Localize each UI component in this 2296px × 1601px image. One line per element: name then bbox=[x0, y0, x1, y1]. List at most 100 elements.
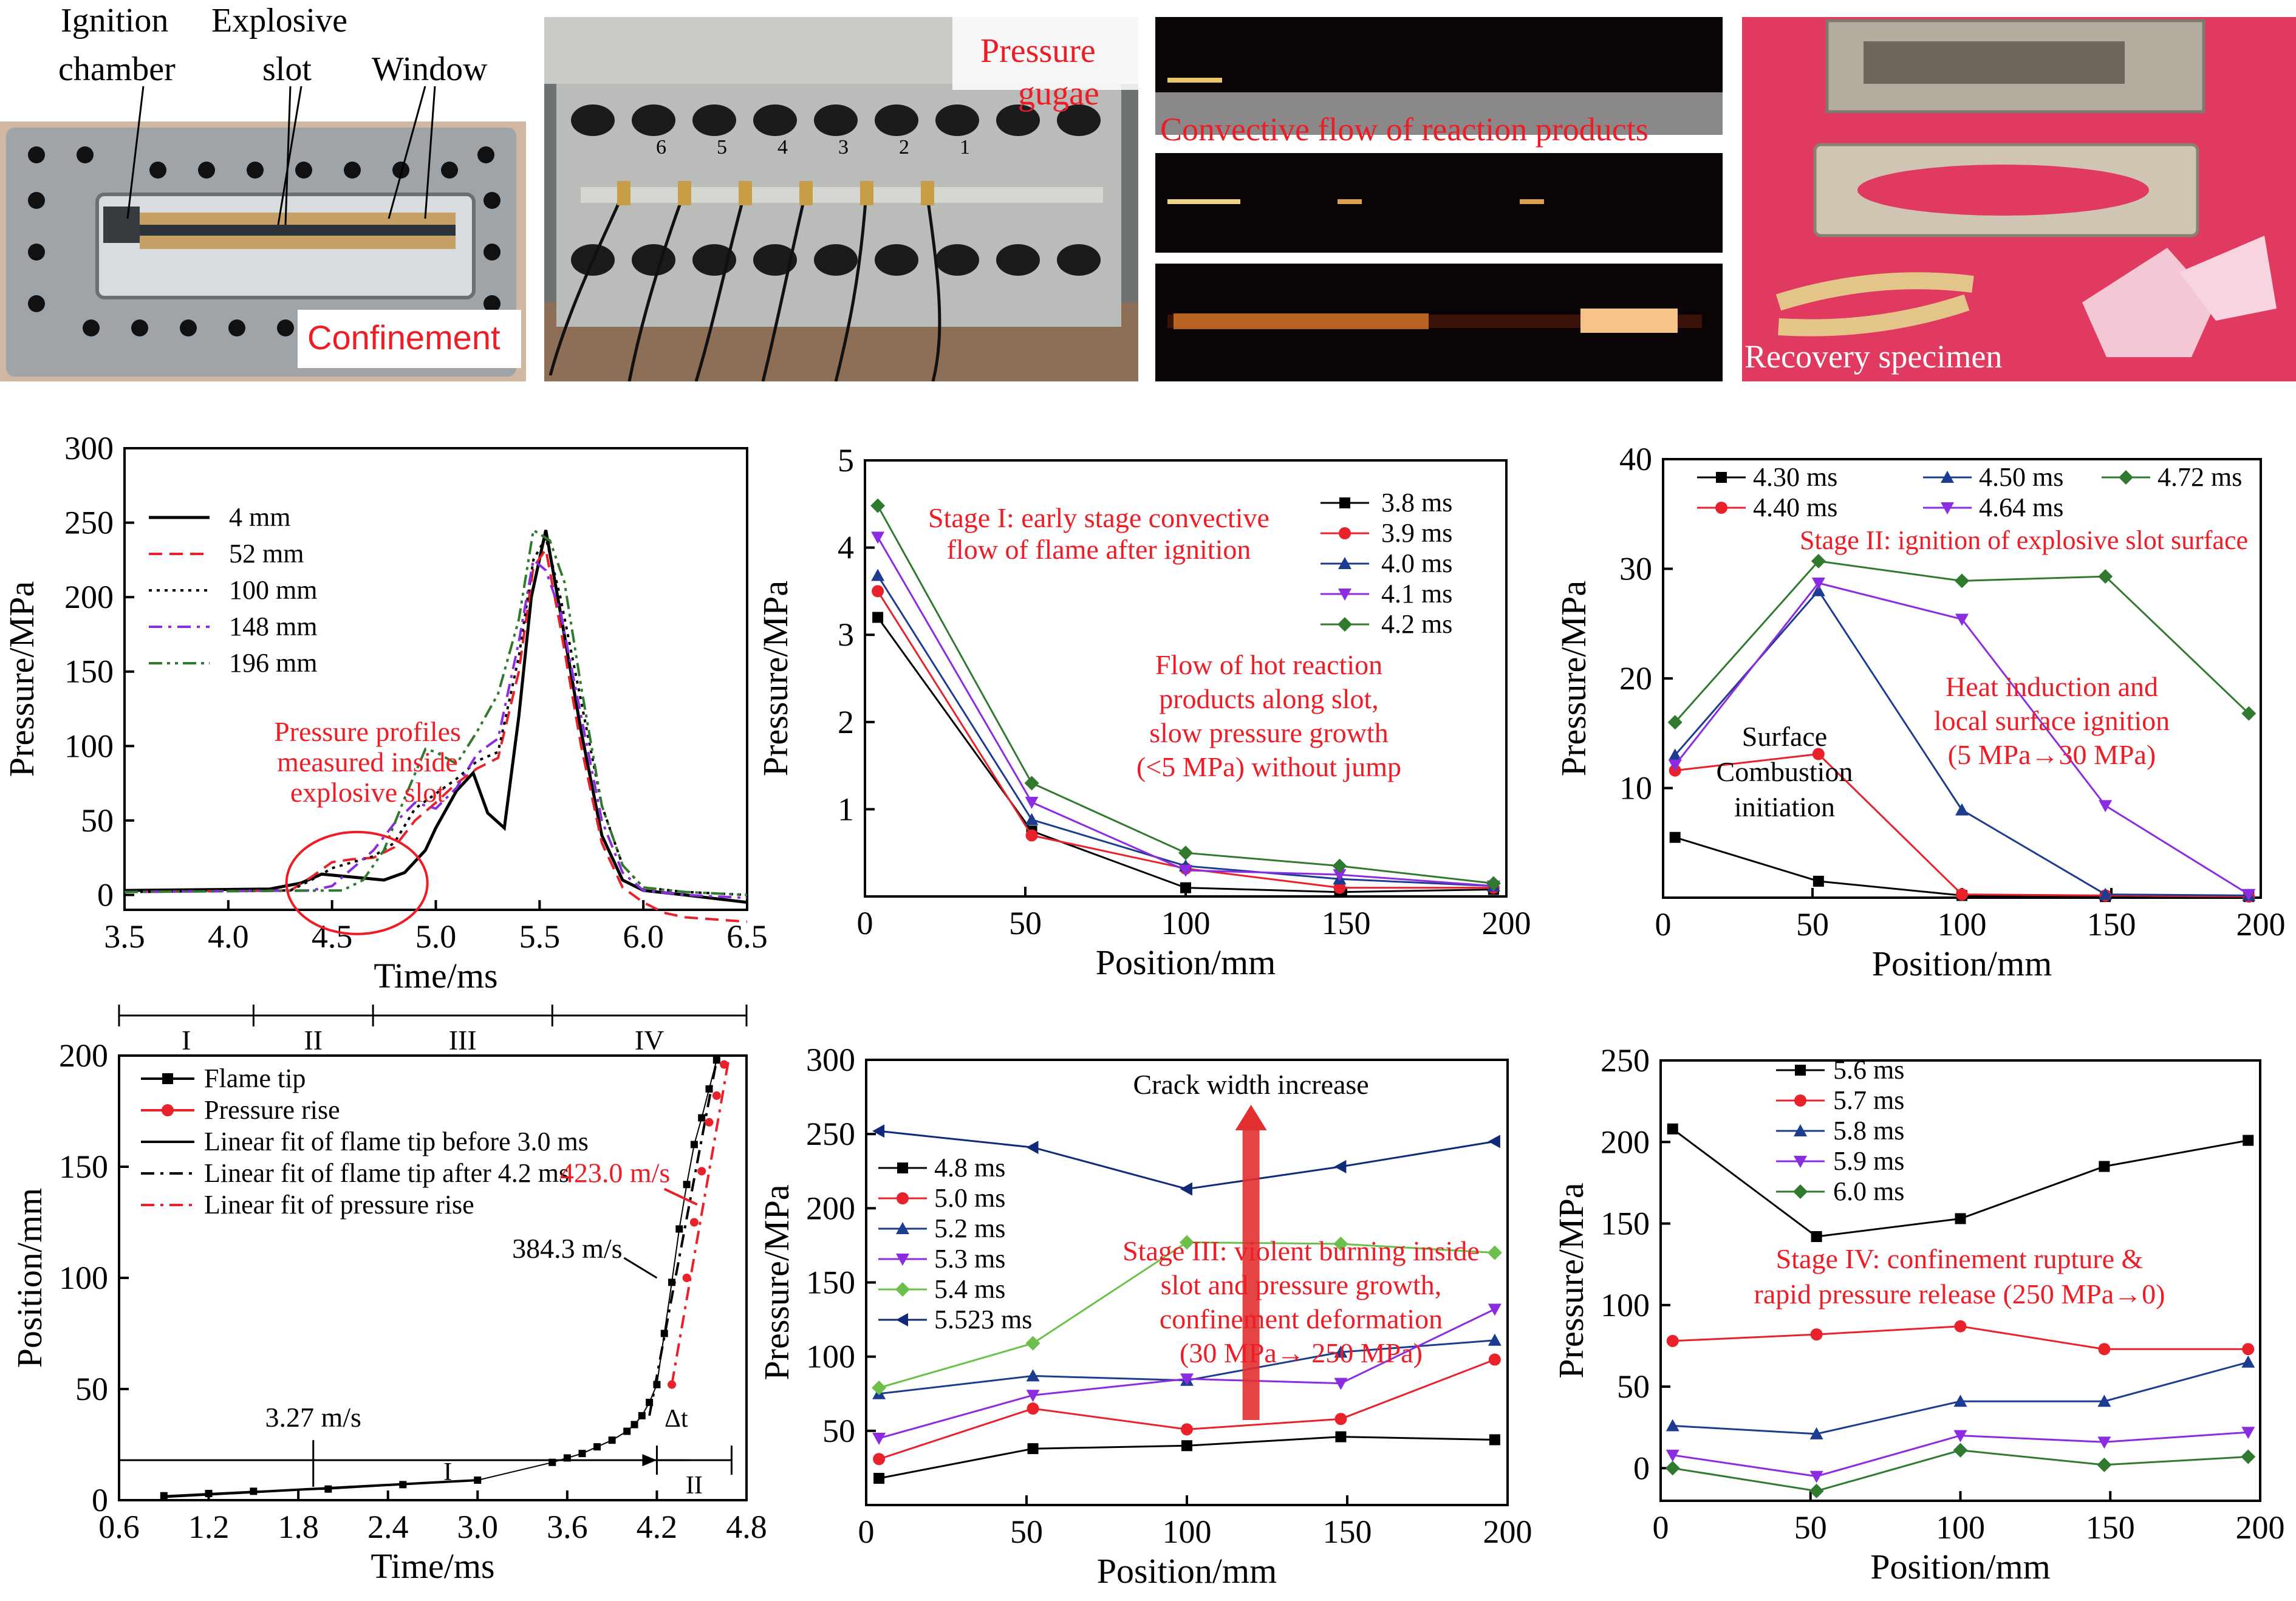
chart-4-annotation: 384.3 m/s bbox=[512, 1233, 622, 1264]
chart-3-legend-marker bbox=[2119, 470, 2133, 485]
chart-3-point bbox=[1811, 577, 1825, 590]
chart-5-point bbox=[1488, 1303, 1502, 1316]
chart-3-xtick-label: 200 bbox=[2236, 906, 2286, 943]
chart-4-annotation: II bbox=[686, 1472, 703, 1500]
chart-6-annotation: Stage IV: confinement rupture & bbox=[1776, 1243, 2144, 1274]
chart-4-point bbox=[399, 1481, 407, 1489]
chart-1-series-line bbox=[124, 528, 748, 896]
chart-1-frame bbox=[123, 447, 748, 911]
chart-5-ytick-label: 100 bbox=[806, 1339, 855, 1375]
chart-1-xtick-label: 6.5 bbox=[726, 918, 768, 955]
chart-1-ytick-label: 50 bbox=[81, 802, 114, 839]
chart-5-point bbox=[1334, 1377, 1348, 1390]
chart-1-xtick-label: 4.5 bbox=[312, 918, 353, 955]
chart-3-point bbox=[1667, 715, 1683, 730]
chart-6-legend-marker bbox=[1793, 1184, 1808, 1199]
chart-3-ylabel: Pressure/MPa bbox=[1554, 581, 1593, 776]
chart-5-point bbox=[1180, 1235, 1194, 1250]
chart-4-point bbox=[593, 1443, 601, 1451]
chart-1-legend-label: 148 mm bbox=[229, 612, 317, 641]
chart-5-point bbox=[1025, 1336, 1040, 1351]
chart-4-point bbox=[630, 1421, 638, 1429]
chart-6-point bbox=[1953, 1430, 1967, 1442]
chart-4-ytick-label: 150 bbox=[59, 1149, 108, 1185]
chart-1-xtick-label: 4.0 bbox=[208, 918, 249, 955]
chart-2-annotation: Flow of hot reaction bbox=[1155, 649, 1382, 680]
chart-4-annotation: I bbox=[443, 1458, 452, 1486]
chart-2-legend-marker bbox=[1338, 617, 1352, 632]
chart-2-legend-label: 4.1 ms bbox=[1381, 579, 1452, 609]
chart-3-point bbox=[1668, 748, 1682, 761]
chart-4-point bbox=[660, 1330, 668, 1337]
chart-5-legend-label: 5.4 ms bbox=[934, 1274, 1005, 1304]
chart-6-ytick-label: 0 bbox=[1633, 1450, 1650, 1486]
chart-5-legend-label: 5.0 ms bbox=[934, 1183, 1005, 1213]
chart-6-legend-label: 6.0 ms bbox=[1833, 1176, 1904, 1206]
chart-5-point bbox=[873, 1473, 885, 1484]
chart-1-ytick-label: 0 bbox=[97, 876, 114, 913]
gauge-num-6: 6 bbox=[656, 136, 666, 159]
chart-5-annotation: Crack width increase bbox=[1133, 1069, 1368, 1100]
chart-5-xtick-label: 0 bbox=[858, 1514, 875, 1550]
chart-5-point bbox=[1181, 1440, 1192, 1452]
photo-convective-flow bbox=[1155, 17, 1723, 381]
chart-2-point bbox=[870, 498, 886, 513]
chart-1-legend-label: 100 mm bbox=[229, 575, 317, 605]
chart-3-xtick-label: 50 bbox=[1796, 906, 1829, 943]
chart-3-legend-label: 4.50 ms bbox=[1979, 462, 2063, 492]
chart-2-xtick-label: 100 bbox=[1161, 905, 1211, 941]
gauge-num-5: 5 bbox=[717, 136, 727, 159]
chart-2-point bbox=[1025, 813, 1039, 825]
chart-5-point bbox=[1335, 1431, 1347, 1442]
chart-5-ytick-label: 50 bbox=[822, 1413, 855, 1449]
chart-4-annotation: 423.0 m/s bbox=[560, 1158, 670, 1189]
chart-5-xtick-label: 200 bbox=[1483, 1514, 1532, 1550]
chart-2-ytick-label: 5 bbox=[838, 442, 854, 479]
chart-6-point bbox=[1810, 1328, 1823, 1341]
chart-6-xtick-label: 200 bbox=[2236, 1509, 2285, 1546]
chart-4-stage-label: I bbox=[182, 1025, 191, 1056]
chart-4-point bbox=[682, 1274, 691, 1282]
chart-3-legend-marker bbox=[1941, 471, 1954, 483]
chart-2-legend-marker bbox=[1339, 497, 1350, 508]
chart-3-xtick-label: 100 bbox=[1938, 906, 1987, 943]
chart-1-xtick-label: 5.5 bbox=[519, 918, 561, 955]
chart-1-series-line bbox=[124, 530, 748, 904]
chart-4-annotation: Δt bbox=[665, 1405, 688, 1433]
chart-2-point bbox=[1332, 858, 1347, 873]
chart-2-legend-marker bbox=[1338, 557, 1351, 569]
chart-4-xtick-label: 4.2 bbox=[637, 1509, 678, 1545]
chart-4-point bbox=[653, 1381, 661, 1388]
chart-4-point bbox=[690, 1141, 698, 1149]
chart-3-series-line bbox=[1675, 836, 2249, 898]
chart-4-arrow-black bbox=[623, 1257, 658, 1279]
chart-4-point bbox=[720, 1060, 729, 1069]
chart-6-point bbox=[1953, 1394, 1967, 1407]
chart-3-xlabel: Position/mm bbox=[1872, 944, 2052, 983]
chart-4-ylabel: Position/mm bbox=[10, 1188, 49, 1368]
chart-2-point bbox=[1333, 881, 1346, 894]
chart-3-point bbox=[2099, 800, 2113, 813]
chart-4-point bbox=[578, 1450, 586, 1458]
chart-4-annotation: 3.27 m/s bbox=[265, 1402, 361, 1433]
chart-5-point bbox=[872, 1124, 885, 1138]
chart-5-point bbox=[1488, 1333, 1502, 1346]
chart-3-point bbox=[1955, 803, 1969, 816]
chart-1-xtick-label: 3.5 bbox=[104, 918, 145, 955]
chart-5-ytick-label: 250 bbox=[806, 1116, 855, 1152]
chart-3-point bbox=[1811, 553, 1826, 568]
chart-6-point bbox=[1667, 1123, 1678, 1135]
chart-2-axes: 0 50 100 150 200 1 2 3 4 5 Position/mm Pressure/MPa bbox=[756, 442, 1531, 982]
chart-6-xtick-label: 50 bbox=[1794, 1509, 1827, 1546]
chart-2-point bbox=[872, 585, 884, 598]
chart-4-point bbox=[689, 1218, 699, 1227]
chart-3-ytick-label: 40 bbox=[1619, 441, 1652, 477]
chart-4-point bbox=[668, 1278, 676, 1286]
chart-6-point bbox=[1954, 1320, 1967, 1333]
chart-4-point bbox=[205, 1490, 213, 1498]
chart-5-axes: 0 50 100 150 200 50 100 150 200 250 300 Position/mm… bbox=[757, 1042, 1532, 1591]
chart-5-legend-label: 5.523 ms bbox=[934, 1305, 1032, 1334]
label-slot: slot bbox=[262, 50, 312, 88]
chart-4-xtick-label: 1.8 bbox=[278, 1509, 319, 1545]
